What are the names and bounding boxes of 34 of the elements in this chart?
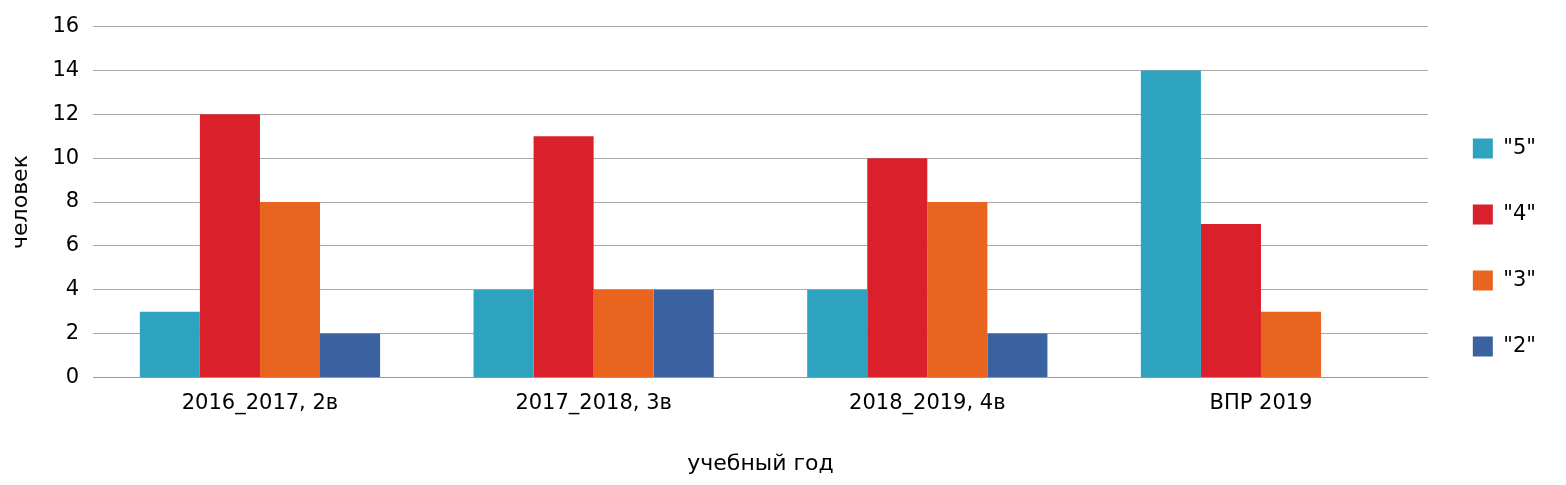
- bar: [987, 333, 1048, 377]
- bar: [139, 311, 200, 377]
- legend-label: "4": [1503, 200, 1537, 225]
- bar: [320, 333, 381, 377]
- y-tick-label: 12: [52, 100, 80, 125]
- bar: [653, 289, 714, 377]
- x-axis-title: учебный год: [687, 449, 834, 475]
- y-tick-label: 14: [52, 56, 80, 81]
- y-tick-label: 2: [65, 320, 80, 344]
- bar: [533, 136, 594, 377]
- bar: [1260, 311, 1322, 377]
- legend-label: "3": [1503, 266, 1537, 291]
- legend-label: "2": [1503, 332, 1537, 357]
- bar: [473, 289, 534, 377]
- y-axis-title: человек: [6, 155, 32, 249]
- x-tick-label: ВПР 2019: [1209, 390, 1313, 415]
- bar: [927, 202, 988, 377]
- y-tick-label: 16: [52, 13, 80, 38]
- bar: [1200, 223, 1261, 377]
- y-tick-label: 0: [65, 363, 80, 388]
- bar: [259, 202, 321, 377]
- y-tick-label: 8: [65, 188, 80, 213]
- bar: [199, 114, 260, 377]
- bar: [807, 289, 868, 377]
- bar: [1140, 70, 1201, 377]
- bar: [593, 289, 654, 377]
- bar: [867, 158, 928, 377]
- x-tick-label: 2016_2017, 2в: [181, 390, 339, 416]
- y-tick-label: 4: [65, 276, 80, 301]
- y-tick-label: 6: [65, 232, 80, 257]
- x-tick-label: 2017_2018, 3в: [515, 390, 672, 416]
- x-tick-label: 2018_2019, 4в: [849, 390, 1006, 416]
- y-tick-label: 10: [52, 144, 80, 169]
- legend-label: "5": [1503, 134, 1537, 159]
